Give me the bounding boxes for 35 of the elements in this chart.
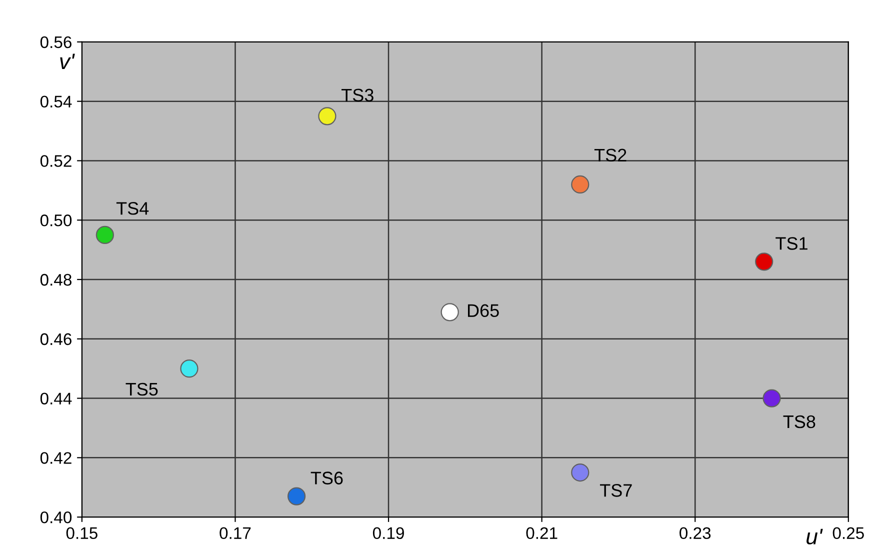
series-label: TS6 bbox=[310, 472, 343, 484]
point bbox=[96, 226, 114, 244]
x-tick-label: 0.15 bbox=[66, 527, 98, 540]
series-label: TS8 bbox=[783, 415, 816, 428]
point bbox=[762, 389, 781, 408]
x-tick-label: 0.17 bbox=[220, 527, 251, 540]
point bbox=[755, 252, 774, 271]
x-tick-label: 0.25 bbox=[832, 527, 864, 540]
point bbox=[571, 175, 590, 194]
point bbox=[318, 107, 336, 126]
y-tick-label: 0.52 bbox=[40, 155, 72, 167]
y-axis-title: v' bbox=[60, 54, 75, 70]
point bbox=[571, 463, 590, 482]
point bbox=[180, 360, 198, 378]
y-tick-label: 0.46 bbox=[40, 333, 72, 346]
series-label: TS2 bbox=[594, 148, 626, 162]
series-label: TS1 bbox=[776, 237, 808, 250]
series-label: TS4 bbox=[116, 202, 149, 215]
point bbox=[287, 487, 306, 506]
y-tick-label: 0.54 bbox=[40, 96, 72, 108]
point bbox=[440, 303, 459, 322]
y-tick-label: 0.48 bbox=[40, 274, 72, 286]
x-tick-label: 0.23 bbox=[680, 527, 711, 540]
x-axis-title: u' bbox=[806, 528, 823, 544]
y-tick-label: 0.56 bbox=[40, 36, 72, 48]
y-tick-label: 0.40 bbox=[40, 511, 72, 524]
x-tick-label: 0.19 bbox=[372, 527, 404, 540]
series-label: TS5 bbox=[126, 382, 158, 396]
series-label: D65 bbox=[468, 304, 499, 318]
x-tick-label: 0.21 bbox=[526, 527, 558, 540]
y-tick-label: 0.50 bbox=[40, 214, 72, 226]
series-label: TS7 bbox=[600, 484, 632, 497]
y-tick-label: 0.42 bbox=[40, 452, 72, 464]
series-label: TS3 bbox=[342, 88, 374, 102]
y-tick-label: 0.44 bbox=[40, 392, 72, 404]
